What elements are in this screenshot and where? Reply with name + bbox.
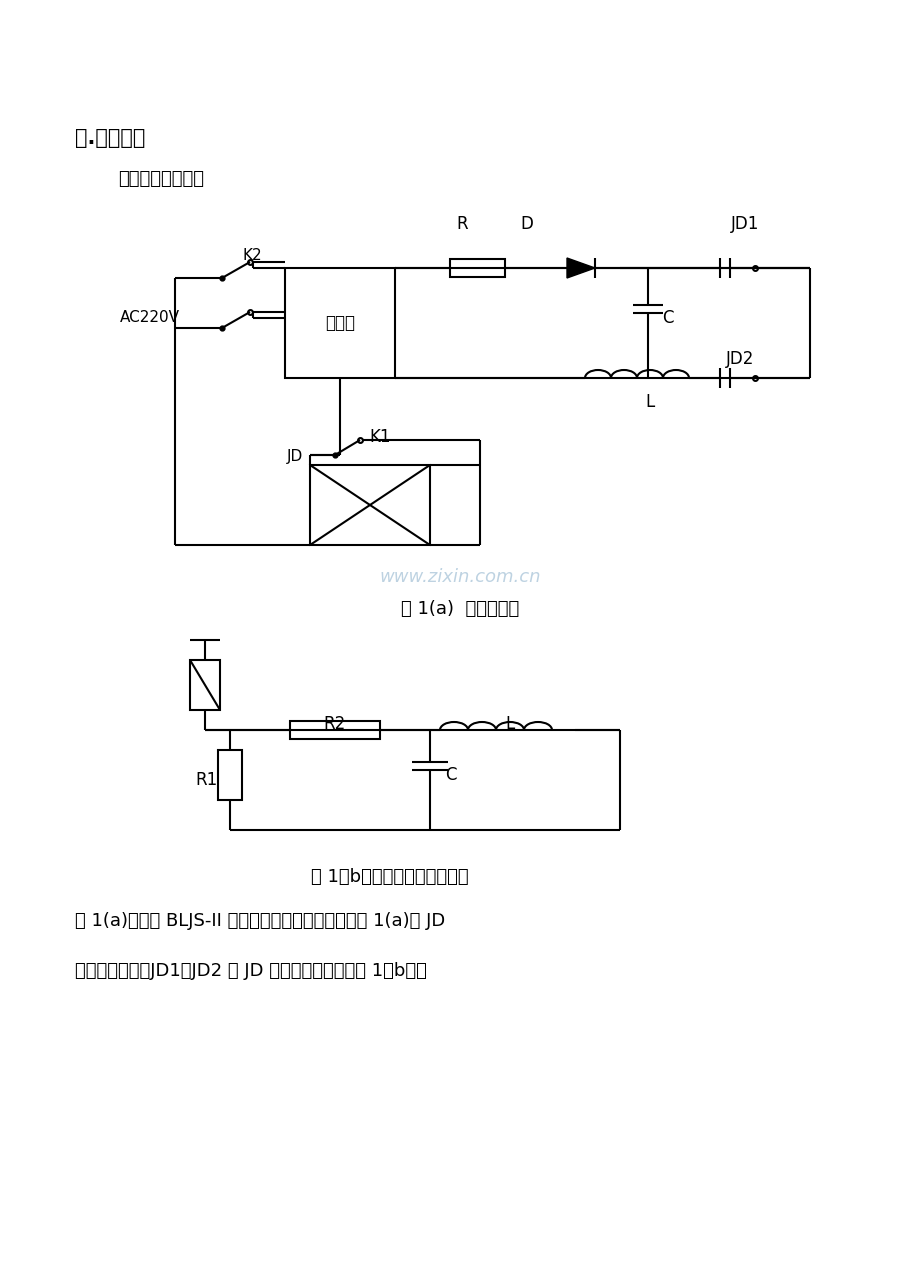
Bar	[289, 722, 380, 739]
Bar	[285, 268, 394, 378]
Polygon shape	[566, 258, 595, 278]
Text: R1: R1	[196, 771, 218, 789]
Text: 变压器: 变压器	[324, 314, 355, 332]
Text: www.zixin.com.cn: www.zixin.com.cn	[379, 568, 540, 586]
Bar	[449, 259, 505, 277]
Text: JD1: JD1	[730, 215, 758, 232]
Text: 图 1(a)所示为 BLJS-II 型避雷器记数仗的原理图。图 1(a)中 JD: 图 1(a)所示为 BLJS-II 型避雷器记数仗的原理图。图 1(a)中 JD	[75, 912, 445, 930]
Text: JD: JD	[287, 448, 302, 464]
Text: 图 1（b）计数器的原理接线图: 图 1（b）计数器的原理接线图	[311, 868, 469, 886]
Text: C: C	[662, 309, 673, 327]
Text: D: D	[520, 215, 533, 232]
Text: R: R	[456, 215, 467, 232]
Bar	[310, 465, 429, 545]
Text: JD2: JD2	[725, 350, 754, 368]
Bar	[218, 750, 242, 799]
Text: 仗器原理图见下：: 仗器原理图见下：	[118, 170, 204, 188]
Text: K2: K2	[242, 248, 262, 263]
Text: 图 1(a)  仗器原理图: 图 1(a) 仗器原理图	[401, 600, 518, 618]
Text: 三.工作原理: 三.工作原理	[75, 128, 145, 148]
Text: L: L	[505, 715, 514, 733]
Text: L: L	[644, 393, 654, 411]
Text: R2: R2	[323, 715, 346, 733]
Text: AC220V: AC220V	[119, 310, 180, 326]
Text: K1: K1	[369, 428, 391, 446]
Text: C: C	[445, 766, 456, 784]
Bar	[190, 660, 220, 710]
Text: 为交流接触器，JD1、JD2 为 JD 的两对常开触点。图 1（b）中: 为交流接触器，JD1、JD2 为 JD 的两对常开触点。图 1（b）中	[75, 962, 426, 979]
